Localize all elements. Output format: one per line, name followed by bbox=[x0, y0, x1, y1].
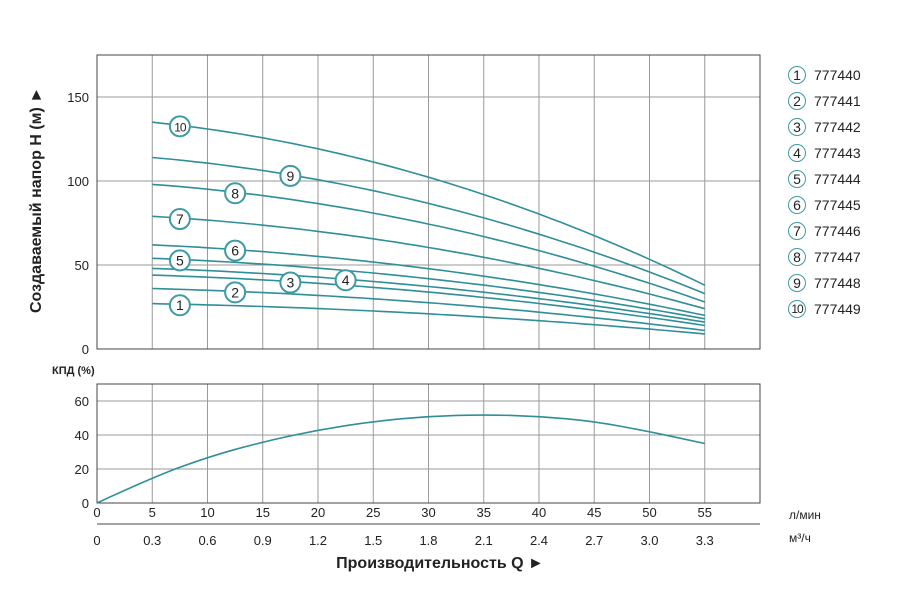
legend-badge: 3 bbox=[788, 118, 806, 136]
x-unit-m3h: м³/ч bbox=[789, 531, 811, 545]
legend-label: 777441 bbox=[814, 93, 861, 109]
x-tick-label-lmin: 20 bbox=[311, 505, 325, 520]
x-tick-label-lmin: 40 bbox=[532, 505, 546, 520]
legend-badge: 10 bbox=[788, 300, 806, 318]
curve-badge-3 bbox=[279, 271, 302, 294]
legend-item-3: 3 777442 bbox=[788, 114, 861, 140]
curve-badge-10 bbox=[168, 115, 191, 138]
legend-item-6: 6 777445 bbox=[788, 192, 861, 218]
head-curve-10 bbox=[152, 121, 706, 286]
legend-item-2: 2 777441 bbox=[788, 88, 861, 114]
legend-item-1: 1 777440 bbox=[788, 62, 861, 88]
y-tick-label: 0 bbox=[82, 496, 89, 511]
curve-badge-1 bbox=[168, 294, 191, 317]
curve-badge-label: 1 bbox=[176, 297, 184, 313]
x-tick-label-lmin: 45 bbox=[587, 505, 601, 520]
legend-label: 777442 bbox=[814, 119, 861, 135]
legend-badge: 8 bbox=[788, 248, 806, 266]
curve-badge-label: 2 bbox=[231, 284, 239, 300]
y-tick-label: 40 bbox=[75, 428, 89, 443]
legend-badge: 7 bbox=[788, 222, 806, 240]
legend-item-5: 5 777444 bbox=[788, 166, 861, 192]
x-tick-label-m3h: 2.7 bbox=[585, 533, 603, 548]
x-axis-title: Производительность Q ► bbox=[336, 555, 544, 572]
legend-item-8: 8 777447 bbox=[788, 244, 861, 270]
curve-badge-label: 3 bbox=[286, 275, 294, 291]
curve-badge-8 bbox=[224, 182, 247, 205]
curve-badge-7 bbox=[168, 208, 191, 231]
x-tick-label-m3h: 0.6 bbox=[198, 533, 216, 548]
legend-badge: 1 bbox=[788, 66, 806, 84]
curve-badge-9 bbox=[279, 164, 302, 187]
legend-label: 777449 bbox=[814, 301, 861, 317]
curve-badge-label: 7 bbox=[176, 211, 184, 227]
x-tick-label-lmin: 25 bbox=[366, 505, 380, 520]
x-tick-label-m3h: 1.8 bbox=[419, 533, 437, 548]
y-tick-label: 100 bbox=[67, 174, 89, 189]
curve-badge-2 bbox=[224, 281, 247, 304]
legend: 1 777440 2 777441 3 777442 4 777443 5 777444 … bbox=[788, 62, 861, 322]
x-tick-label-lmin: 5 bbox=[149, 505, 156, 520]
x-tick-label-lmin: 15 bbox=[256, 505, 270, 520]
head-curve-4 bbox=[152, 267, 705, 323]
curve-badge-label: 10 bbox=[174, 120, 187, 134]
x-tick-label-lmin: 35 bbox=[477, 505, 491, 520]
legend-item-9: 9 777448 bbox=[788, 270, 861, 296]
legend-item-7: 7 777446 bbox=[788, 218, 861, 244]
legend-label: 777447 bbox=[814, 249, 861, 265]
legend-badge: 6 bbox=[788, 196, 806, 214]
legend-badge: 2 bbox=[788, 92, 806, 110]
curve-badge-4 bbox=[334, 269, 357, 292]
x-tick-label-lmin: 30 bbox=[421, 505, 435, 520]
x-tick-label-m3h: 1.2 bbox=[309, 533, 327, 548]
x-tick-label-lmin: 50 bbox=[642, 505, 656, 520]
head-curve-3 bbox=[152, 274, 705, 327]
curve-badge-5 bbox=[168, 249, 191, 272]
legend-label: 777440 bbox=[814, 67, 861, 83]
y-tick-label: 150 bbox=[67, 90, 89, 105]
legend-label: 777444 bbox=[814, 171, 861, 187]
y-axis-title-head: Создаваемый напор H (м) ► bbox=[28, 87, 45, 313]
curve-badge-label: 6 bbox=[231, 243, 239, 259]
curve-badge-label: 9 bbox=[286, 168, 294, 184]
y-tick-label: 0 bbox=[82, 342, 89, 357]
legend-item-4: 4 777443 bbox=[788, 140, 861, 166]
x-tick-label-m3h: 3.3 bbox=[696, 533, 714, 548]
x-tick-label-m3h: 3.0 bbox=[640, 533, 658, 548]
x-tick-label-lmin: 0 bbox=[93, 505, 100, 520]
x-tick-label-m3h: 0 bbox=[93, 533, 100, 548]
curve-badge-6 bbox=[224, 239, 247, 262]
plot-frame bbox=[96, 383, 761, 504]
head-curve-9 bbox=[152, 156, 706, 295]
head-curve-7 bbox=[152, 215, 706, 310]
legend-item-10: 10 777449 bbox=[788, 296, 861, 322]
y-tick-label: 60 bbox=[75, 394, 89, 409]
legend-badge: 5 bbox=[788, 170, 806, 188]
x-tick-label-m3h: 2.1 bbox=[475, 533, 493, 548]
x-tick-label-m3h: 2.4 bbox=[530, 533, 548, 548]
y-tick-label: 20 bbox=[75, 462, 89, 477]
legend-badge: 9 bbox=[788, 274, 806, 292]
curve-badge-label: 4 bbox=[342, 272, 350, 288]
x-tick-label-m3h: 0.3 bbox=[143, 533, 161, 548]
legend-badge: 4 bbox=[788, 144, 806, 162]
legend-label: 777443 bbox=[814, 145, 861, 161]
legend-label: 777448 bbox=[814, 275, 861, 291]
curve-badge-label: 8 bbox=[231, 185, 239, 201]
legend-label: 777446 bbox=[814, 223, 861, 239]
x-tick-label-lmin: 10 bbox=[200, 505, 214, 520]
y-axis-title-efficiency: КПД (%) bbox=[52, 365, 95, 377]
head-curve-5 bbox=[152, 257, 705, 320]
curve-badge-label: 5 bbox=[176, 252, 184, 268]
x-tick-label-m3h: 1.5 bbox=[364, 533, 382, 548]
x-tick-label-lmin: 55 bbox=[698, 505, 712, 520]
legend-label: 777445 bbox=[814, 197, 861, 213]
plot-frame bbox=[96, 54, 761, 350]
y-tick-label: 50 bbox=[75, 258, 89, 273]
x-tick-label-m3h: 0.9 bbox=[254, 533, 272, 548]
efficiency-curve bbox=[96, 414, 705, 504]
x-unit-lmin: л/мин bbox=[789, 508, 821, 522]
head-curve-1 bbox=[152, 302, 705, 335]
